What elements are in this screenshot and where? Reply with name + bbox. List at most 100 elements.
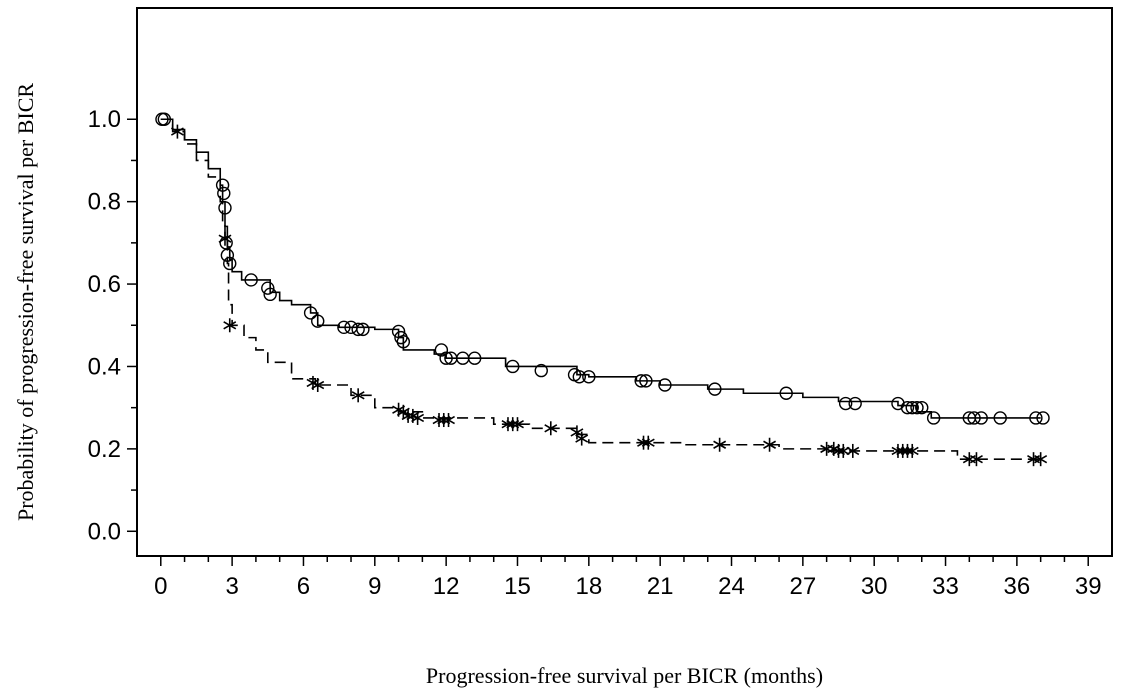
- survival-curves: [160, 118, 1041, 460]
- censor-mark-circle: [658, 378, 672, 392]
- censor-mark-circle: [910, 400, 924, 415]
- x-axis-title: Progression-free survival per BICR (mont…: [426, 663, 823, 688]
- censor-mark-circle: [993, 411, 1007, 425]
- curve-series-1: [160, 118, 1041, 460]
- y-tick-label: 0.4: [88, 353, 121, 380]
- censor-mark-circle: [396, 335, 411, 349]
- x-tick-label: 30: [861, 573, 888, 600]
- censor-mark-asterisk: [351, 388, 365, 403]
- censor-mark-circle: [582, 370, 596, 384]
- x-tick-label: 12: [433, 573, 460, 600]
- censor-mark-circle: [351, 322, 365, 337]
- curve-series-0: [160, 118, 1041, 419]
- asterisk-stroke: [713, 440, 727, 449]
- asterisk-stroke: [223, 321, 237, 330]
- censor-mark-circle: [838, 396, 853, 411]
- asterisk-stroke: [442, 415, 455, 425]
- censor-mark-asterisk: [511, 417, 524, 432]
- x-tick-label: 3: [225, 573, 238, 600]
- censor-mark-circle: [1036, 411, 1050, 425]
- censor-mark-asterisk: [223, 318, 237, 333]
- x-tick-label: 33: [932, 573, 959, 600]
- censor-mark-circle: [974, 411, 988, 425]
- censor-mark-circle: [157, 112, 172, 126]
- censor-mark-asterisk: [1034, 452, 1048, 467]
- censor-mark-asterisk: [713, 437, 727, 452]
- y-tick-label: 0.0: [88, 518, 121, 545]
- censor-mark-asterisk: [170, 124, 184, 139]
- censor-mark-circle: [263, 287, 277, 302]
- x-tick-label: 6: [297, 573, 310, 600]
- censor-mark-circle: [467, 351, 482, 365]
- x-tick-label: 18: [575, 573, 602, 600]
- censor-markers: [155, 112, 1050, 467]
- censor-mark-asterisk: [218, 231, 232, 246]
- asterisk-stroke: [411, 413, 425, 423]
- censor-mark-asterisk: [846, 443, 860, 458]
- censor-mark-circle: [639, 374, 653, 388]
- x-tick-label: 24: [718, 573, 745, 600]
- censor-mark-circle: [915, 400, 929, 415]
- censor-mark-circle: [708, 382, 722, 396]
- censor-mark-circle: [261, 281, 275, 295]
- asterisk-stroke: [351, 391, 365, 400]
- censor-mark-circle: [434, 343, 449, 357]
- asterisk-stroke: [218, 234, 232, 243]
- censor-mark-circle: [1029, 411, 1043, 425]
- asterisk-stroke: [905, 446, 919, 456]
- asterisk-stroke: [575, 434, 589, 443]
- y-tick-label: 0.8: [88, 189, 121, 216]
- censor-mark-circle: [439, 351, 453, 365]
- y-axis-title: Probability of progression-free survival…: [13, 83, 38, 521]
- asterisk-stroke: [846, 446, 860, 456]
- censor-mark-circle: [506, 359, 520, 374]
- censor-mark-circle: [634, 374, 648, 388]
- x-tick-label: 0: [154, 573, 167, 600]
- censor-mark-asterisk: [544, 421, 558, 436]
- x-tick-label: 36: [1004, 573, 1031, 600]
- y-tick-label: 0.6: [88, 271, 121, 298]
- censor-mark-asterisk: [442, 413, 455, 428]
- censor-mark-circle: [215, 178, 230, 192]
- asterisk-stroke: [170, 127, 184, 136]
- censor-mark-circle: [926, 411, 941, 425]
- censor-mark-circle: [848, 396, 862, 411]
- censor-mark-asterisk: [311, 378, 325, 393]
- censor-mark-circle: [967, 411, 981, 425]
- censor-mark-circle: [356, 322, 370, 337]
- censor-mark-circle: [218, 201, 232, 215]
- x-tick-label: 27: [790, 573, 817, 600]
- censor-mark-circle: [779, 386, 793, 400]
- asterisk-stroke: [763, 440, 777, 449]
- x-tick-label: 21: [647, 573, 674, 600]
- asterisk-stroke: [969, 454, 983, 464]
- asterisk-stroke: [1034, 454, 1048, 464]
- x-tick-label: 9: [368, 573, 381, 600]
- asterisk-stroke: [311, 380, 325, 390]
- censor-mark-circle: [572, 370, 587, 384]
- censor-mark-asterisk: [969, 452, 983, 467]
- y-tick-label: 0.2: [88, 436, 121, 463]
- censor-mark-circle: [217, 186, 231, 201]
- censor-mark-asterisk: [905, 443, 919, 458]
- asterisk-stroke: [641, 438, 655, 447]
- asterisk-stroke: [511, 419, 524, 429]
- plot-frame: [136, 7, 1113, 557]
- y-tick-label: 1.0: [88, 106, 121, 133]
- censor-mark-asterisk: [641, 435, 655, 450]
- censor-mark-circle: [900, 400, 915, 415]
- censor-mark-circle: [337, 320, 351, 335]
- censor-mark-asterisk: [411, 410, 425, 425]
- censor-mark-circle: [311, 314, 325, 328]
- censor-mark-circle: [223, 256, 237, 271]
- x-tick-label: 39: [1075, 573, 1102, 600]
- censor-mark-asterisk: [763, 437, 777, 452]
- censor-mark-circle: [303, 306, 318, 320]
- x-tick-label: 15: [504, 573, 531, 600]
- censor-mark-circle: [244, 273, 258, 287]
- censor-mark-circle: [534, 363, 548, 378]
- censor-mark-circle: [905, 400, 919, 415]
- censor-mark-circle: [220, 248, 235, 262]
- censor-mark-asterisk: [575, 431, 589, 446]
